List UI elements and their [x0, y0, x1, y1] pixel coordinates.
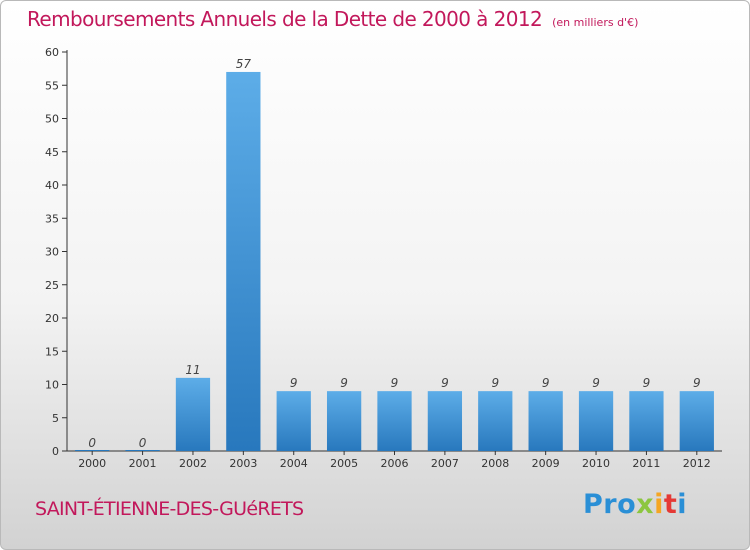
data-label: 9 [340, 376, 348, 390]
data-label: 11 [185, 363, 200, 377]
y-tick-label: 60 [45, 46, 59, 59]
bar-2008 [478, 391, 513, 451]
bar-2010 [578, 391, 614, 451]
data-label: 9 [643, 376, 651, 390]
y-tick-label: 0 [52, 445, 59, 458]
bar-2006 [377, 391, 412, 451]
chart-title: Remboursements Annuels de la Dette de 20… [27, 7, 638, 31]
data-label: 9 [290, 376, 298, 390]
logo-part-4: t [663, 489, 678, 520]
bar-2003 [226, 71, 261, 451]
bar-2009 [528, 391, 563, 451]
x-tick-label: 2011 [632, 457, 660, 470]
x-tick-label: 2002 [179, 457, 207, 470]
data-label: 9 [491, 376, 499, 390]
y-tick-label: 45 [45, 146, 59, 159]
data-label: 9 [592, 376, 600, 390]
data-label: 57 [236, 57, 252, 71]
data-label: 9 [542, 376, 550, 390]
x-tick-label: 2007 [431, 457, 459, 470]
logo-part-5: i [677, 489, 688, 520]
logo-part-1: Pro [583, 489, 637, 520]
x-tick-label: 2008 [481, 457, 509, 470]
y-tick-label: 20 [45, 312, 59, 325]
x-tick-label: 2009 [532, 457, 560, 470]
data-label: 9 [441, 376, 449, 390]
x-tick-label: 2010 [582, 457, 610, 470]
bar-2007 [427, 391, 463, 451]
bar-2004 [276, 391, 311, 451]
x-tick-label: 2004 [280, 457, 308, 470]
x-tick-label: 2012 [683, 457, 711, 470]
x-tick-label: 2000 [78, 457, 106, 470]
bar-2012 [679, 391, 714, 451]
y-tick-label: 55 [45, 79, 59, 92]
x-tick-label: 2001 [129, 457, 157, 470]
y-tick-label: 10 [45, 379, 59, 392]
y-tick-label: 40 [45, 179, 59, 192]
data-label: 0 [88, 436, 96, 450]
proxiti-logo: Proxiti [583, 489, 687, 520]
y-tick-label: 25 [45, 279, 59, 292]
data-label: 9 [391, 376, 399, 390]
bar-2005 [326, 391, 362, 451]
y-tick-label: 35 [45, 212, 59, 225]
bar-2011 [629, 391, 664, 451]
data-label: 9 [693, 376, 701, 390]
y-tick-label: 5 [52, 412, 59, 425]
y-tick-label: 50 [45, 113, 59, 126]
x-tick-label: 2005 [330, 457, 358, 470]
y-tick-label: 30 [45, 246, 59, 259]
bar-2002 [175, 377, 211, 451]
x-tick-label: 2003 [229, 457, 257, 470]
chart-title-text: Remboursements Annuels de la Dette de 20… [27, 7, 543, 31]
x-tick-label: 2006 [381, 457, 409, 470]
chart-unit: (en milliers d'€) [552, 16, 639, 29]
data-label: 0 [139, 436, 147, 450]
logo-part-2: x [636, 489, 655, 520]
logo-part-3: i [654, 489, 664, 520]
commune-name: SAINT-ÉTIENNE-DES-GUéRETS [35, 498, 304, 520]
y-tick-label: 15 [45, 345, 59, 358]
